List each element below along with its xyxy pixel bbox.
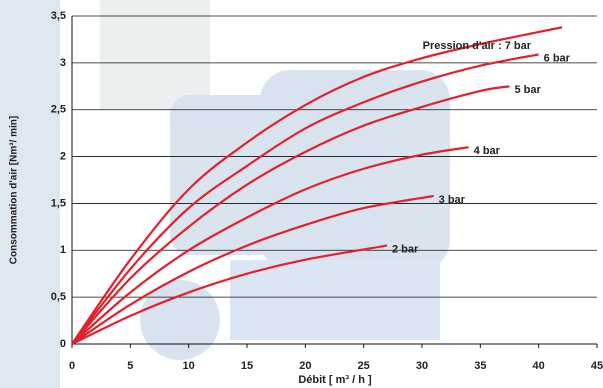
y-tick-label: 0 xyxy=(60,338,66,350)
y-axis-label: Consommation d'air [Nm³/ min] xyxy=(9,116,20,265)
series-label: 2 bar xyxy=(392,244,419,256)
line xyxy=(71,244,388,345)
line xyxy=(71,53,539,345)
background-image xyxy=(0,0,450,388)
x-tick-label: 5 xyxy=(127,360,133,372)
series-label: 4 bar xyxy=(474,145,501,157)
x-tick-label: 0 xyxy=(69,360,75,372)
series-label: 5 bar xyxy=(515,84,542,96)
y-tick-label: 1,5 xyxy=(51,197,66,209)
x-axis-label: Débit [ m³ / h ] xyxy=(298,374,372,386)
line xyxy=(71,85,510,345)
series-label: 3 bar xyxy=(439,194,466,206)
x-tick-label: 40 xyxy=(533,360,545,372)
x-tick-label: 10 xyxy=(183,360,195,372)
y-tick-label: 3,5 xyxy=(51,10,66,22)
y-tick-label: 2 xyxy=(60,150,66,162)
y-tick-label: 1 xyxy=(60,244,66,256)
line xyxy=(71,194,434,345)
line xyxy=(71,146,469,345)
x-tick-label: 35 xyxy=(474,360,486,372)
x-tick-label: 30 xyxy=(416,360,428,372)
x-tick-label: 20 xyxy=(299,360,311,372)
y-tick-label: 2,5 xyxy=(51,104,66,116)
x-tick-label: 45 xyxy=(591,360,603,372)
y-tick-label: 3 xyxy=(60,57,66,69)
series-label: 6 bar xyxy=(544,52,571,64)
series-label: Pression d'air : 7 bar xyxy=(423,40,532,52)
x-tick-label: 15 xyxy=(241,360,253,372)
y-tick-label: 0,5 xyxy=(51,291,66,303)
x-tick-label: 25 xyxy=(358,360,370,372)
line xyxy=(71,26,563,345)
